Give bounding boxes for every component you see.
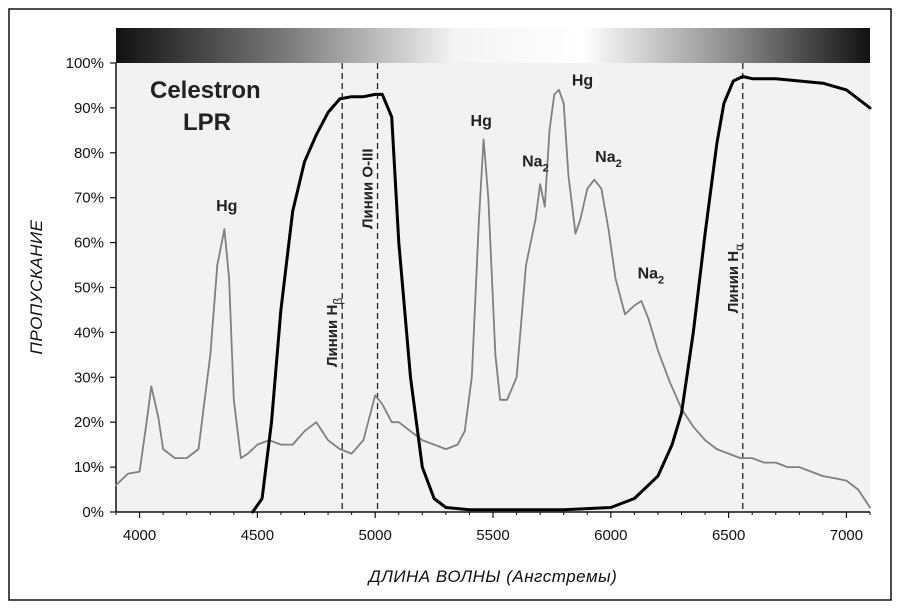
chart-title-line-1: Celestron	[150, 77, 261, 104]
y-axis-title: ПРОПУСКАНИЕ	[27, 219, 46, 354]
y-tick-label: 40%	[74, 324, 104, 341]
y-tick-label: 30%	[74, 369, 104, 386]
x-tick-label: 5000	[359, 527, 392, 544]
reference-line-label-0: Линии Hβ	[324, 298, 345, 367]
reference-line-label-1: Линии O-III	[360, 148, 377, 229]
spectrum-color-bar	[116, 28, 870, 63]
y-tick-label: 70%	[74, 190, 104, 207]
y-tick-label: 80%	[74, 145, 104, 162]
y-tick-label: 50%	[74, 280, 104, 297]
peak-label-5: Na2	[638, 266, 665, 287]
x-tick-label: 7000	[830, 527, 863, 544]
reference-line-label-2: Линии Hα	[725, 244, 746, 313]
x-tick-label: 6500	[712, 527, 745, 544]
series-line-light-pollution-spectrum	[115, 89, 871, 509]
peak-label-1: Hg	[471, 113, 492, 130]
chart-title-line-2: LPR	[183, 109, 231, 136]
peak-label-2: Na2	[522, 153, 549, 174]
y-tick-label: 90%	[74, 100, 104, 117]
x-tick-label: 6000	[594, 527, 627, 544]
y-tick-label: 0%	[82, 504, 104, 521]
x-tick-label: 5500	[476, 527, 509, 544]
peak-label-0: Hg	[216, 198, 237, 215]
y-tick-label: 10%	[74, 459, 104, 476]
y-tick-label: 60%	[74, 235, 104, 252]
series-line-filter-transmission	[251, 75, 872, 514]
y-tick-label: 100%	[66, 55, 104, 72]
y-tick-label: 20%	[74, 414, 104, 431]
x-tick-label: 4500	[241, 527, 274, 544]
x-tick-label: 4000	[123, 527, 156, 544]
x-axis-title: ДЛИНА ВОЛНЫ (Ангстремы)	[367, 567, 618, 586]
peak-label-4: Na2	[595, 149, 622, 170]
outer-border	[8, 8, 892, 601]
peak-label-3: Hg	[572, 72, 593, 89]
